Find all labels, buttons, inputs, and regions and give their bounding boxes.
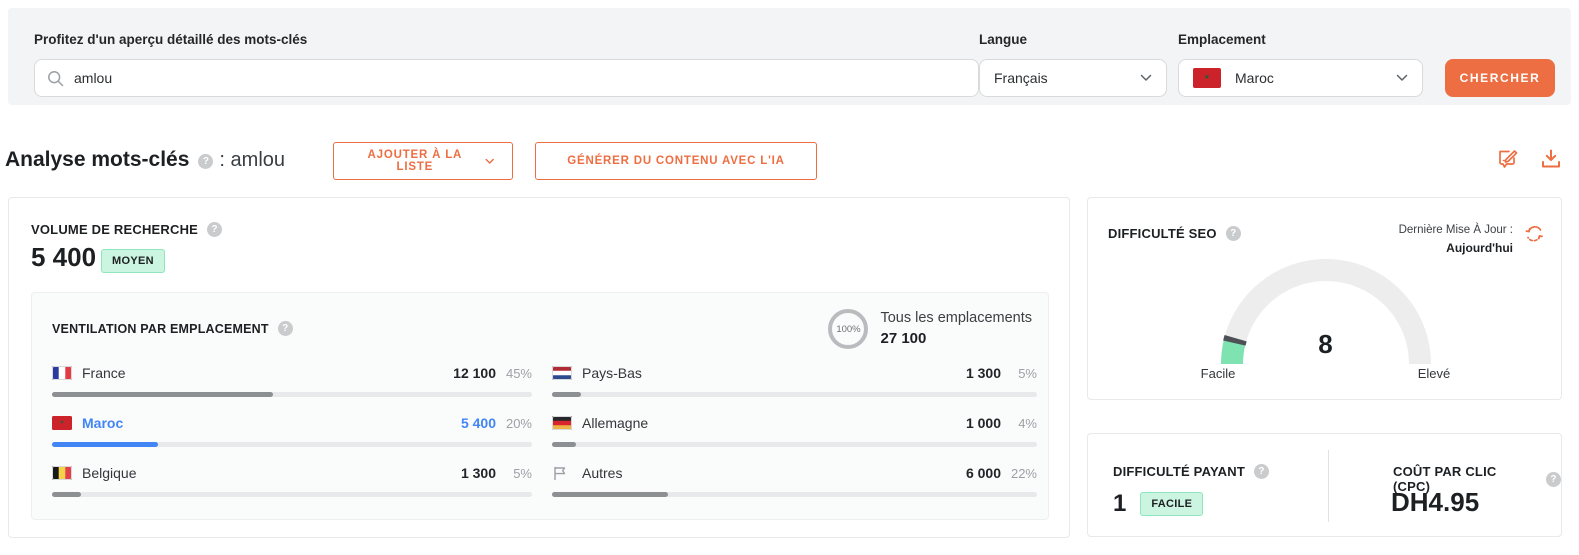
title-keyword: amlou xyxy=(230,148,286,171)
country-percent: 5% xyxy=(1018,365,1037,381)
search-button[interactable]: CHERCHER xyxy=(1445,59,1555,97)
paid-difficulty-value: 1 xyxy=(1113,490,1127,517)
country-name: Autres xyxy=(582,465,623,481)
chevron-down-icon xyxy=(1396,74,1408,81)
country-percent: 22% xyxy=(1010,465,1037,481)
flag-ma-icon xyxy=(52,416,72,430)
help-icon[interactable]: ? xyxy=(207,222,223,237)
search-panel-label: Profitez d'un aperçu détaillé des mots-c… xyxy=(34,32,308,47)
seo-difficulty-gauge xyxy=(1220,258,1432,365)
language-value: Français xyxy=(994,70,1048,86)
cpc-value: DH4.95 xyxy=(1391,487,1480,517)
volume-bar xyxy=(52,442,532,447)
flag-fr-icon xyxy=(52,366,72,380)
note-edit-icon[interactable] xyxy=(1495,146,1520,171)
download-icon[interactable] xyxy=(1540,148,1562,170)
country-name: Allemagne xyxy=(582,415,649,431)
page-title-row: Analyse mots-clés ? : amlou xyxy=(5,148,285,172)
search-panel: Profitez d'un aperçu détaillé des mots-c… xyxy=(8,8,1571,105)
country-percent: 4% xyxy=(1018,415,1037,431)
volume-bar xyxy=(52,392,532,397)
volume-badge: MOYEN xyxy=(101,249,165,273)
flag-other-icon xyxy=(552,466,572,480)
flag-maroc-icon xyxy=(1193,68,1221,88)
location-row[interactable]: France 12 100 45% xyxy=(52,359,532,409)
flag-de-icon xyxy=(552,416,572,430)
refresh-icon[interactable] xyxy=(1523,224,1545,244)
last-update: Dernière Mise À Jour : Aujourd'hui xyxy=(1398,224,1513,256)
country-volume: 1 000 xyxy=(965,415,1001,431)
chevron-down-icon xyxy=(485,158,494,164)
country-volume: 12 100 xyxy=(453,365,496,381)
volume-bar xyxy=(552,442,1037,447)
location-row[interactable]: Maroc 5 400 20% xyxy=(52,409,532,459)
total-value: 27 100 xyxy=(880,329,927,347)
search-volume-card: VOLUME DE RECHERCHE ? 5 400 MOYEN VENTIL… xyxy=(8,197,1070,538)
country-name: France xyxy=(82,365,126,381)
volume-header: VOLUME DE RECHERCHE ? xyxy=(31,222,223,237)
country-name: Pays-Bas xyxy=(582,365,642,381)
language-label: Langue xyxy=(979,32,1028,47)
country-name: Maroc xyxy=(82,415,124,431)
location-row[interactable]: Pays-Bas 1 300 5% xyxy=(552,359,1037,409)
location-select[interactable]: Maroc xyxy=(1178,59,1423,97)
seo-difficulty-header: DIFFICULTÉ SEO ? xyxy=(1108,226,1241,241)
search-icon xyxy=(48,70,64,86)
location-row[interactable]: Allemagne 1 000 4% xyxy=(552,409,1037,459)
paid-difficulty-header: DIFFICULTÉ PAYANT ? xyxy=(1113,464,1269,479)
chevron-down-icon xyxy=(1140,74,1152,81)
help-icon[interactable]: ? xyxy=(277,321,293,336)
volume-bar xyxy=(552,392,1037,397)
country-percent: 20% xyxy=(505,415,532,431)
help-icon[interactable]: ? xyxy=(1546,471,1561,487)
paid-difficulty-value-row: 1 FACILE xyxy=(1113,490,1204,518)
help-icon[interactable]: ? xyxy=(1253,464,1269,479)
paid-difficulty-badge: FACILE xyxy=(1140,492,1204,516)
location-label: Emplacement xyxy=(1178,32,1266,47)
seo-difficulty-card: DIFFICULTÉ SEO ? Dernière Mise À Jour : … xyxy=(1087,197,1562,400)
country-volume: 5 400 xyxy=(460,415,496,431)
gauge-max-label: Elevé xyxy=(1417,366,1451,381)
total-label: Tous les emplacements xyxy=(880,310,1032,326)
page-title: Analyse mots-clés xyxy=(5,148,190,171)
volume-bar xyxy=(52,492,532,497)
country-name: Belgique xyxy=(82,465,137,481)
country-percent: 5% xyxy=(513,465,532,481)
title-separator: : xyxy=(219,148,231,171)
help-icon[interactable]: ? xyxy=(198,153,214,169)
location-rows: France 12 100 45% Maroc 5 400 20% Belgique 1 30… xyxy=(52,359,1037,509)
country-percent: 45% xyxy=(505,365,532,381)
keyword-search-box[interactable] xyxy=(34,59,979,97)
location-breakdown-panel: VENTILATION PAR EMPLACEMENT ? 100% Tous … xyxy=(31,292,1049,520)
help-icon[interactable]: ? xyxy=(1225,226,1241,241)
generate-content-button[interactable]: GÉNÉRER DU CONTENU AVEC L'IA xyxy=(535,142,817,180)
country-volume: 6 000 xyxy=(965,465,1001,481)
all-locations-summary: 100% Tous les emplacements 27 100 xyxy=(828,309,1032,350)
flag-nl-icon xyxy=(552,366,572,380)
location-value: Maroc xyxy=(1235,70,1274,86)
country-volume: 1 300 xyxy=(460,465,496,481)
language-select[interactable]: Français xyxy=(979,59,1167,97)
location-row[interactable]: Belgique 1 300 5% xyxy=(52,459,532,509)
last-update-value: Aujourd'hui xyxy=(1446,241,1513,256)
volume-bar xyxy=(552,492,1037,497)
volume-value: 5 400 xyxy=(31,242,97,272)
add-to-list-button[interactable]: AJOUTER À LA LISTE xyxy=(333,142,513,180)
total-percent-ring: 100% xyxy=(828,309,869,350)
gauge-min-label: Facile xyxy=(1200,366,1236,381)
paid-metrics-card: DIFFICULTÉ PAYANT ? 1 FACILE COÛT PAR CL… xyxy=(1087,433,1562,537)
divider xyxy=(1328,450,1329,522)
breakdown-header: VENTILATION PAR EMPLACEMENT ? xyxy=(52,321,293,336)
seo-score: 8 xyxy=(1318,329,1333,359)
flag-be-icon xyxy=(52,466,72,480)
keyword-search-input[interactable] xyxy=(74,70,966,86)
country-volume: 1 300 xyxy=(965,365,1001,381)
cpc-header: COÛT PAR CLIC (CPC) ? xyxy=(1393,464,1561,494)
location-row[interactable]: Autres 6 000 22% xyxy=(552,459,1037,509)
